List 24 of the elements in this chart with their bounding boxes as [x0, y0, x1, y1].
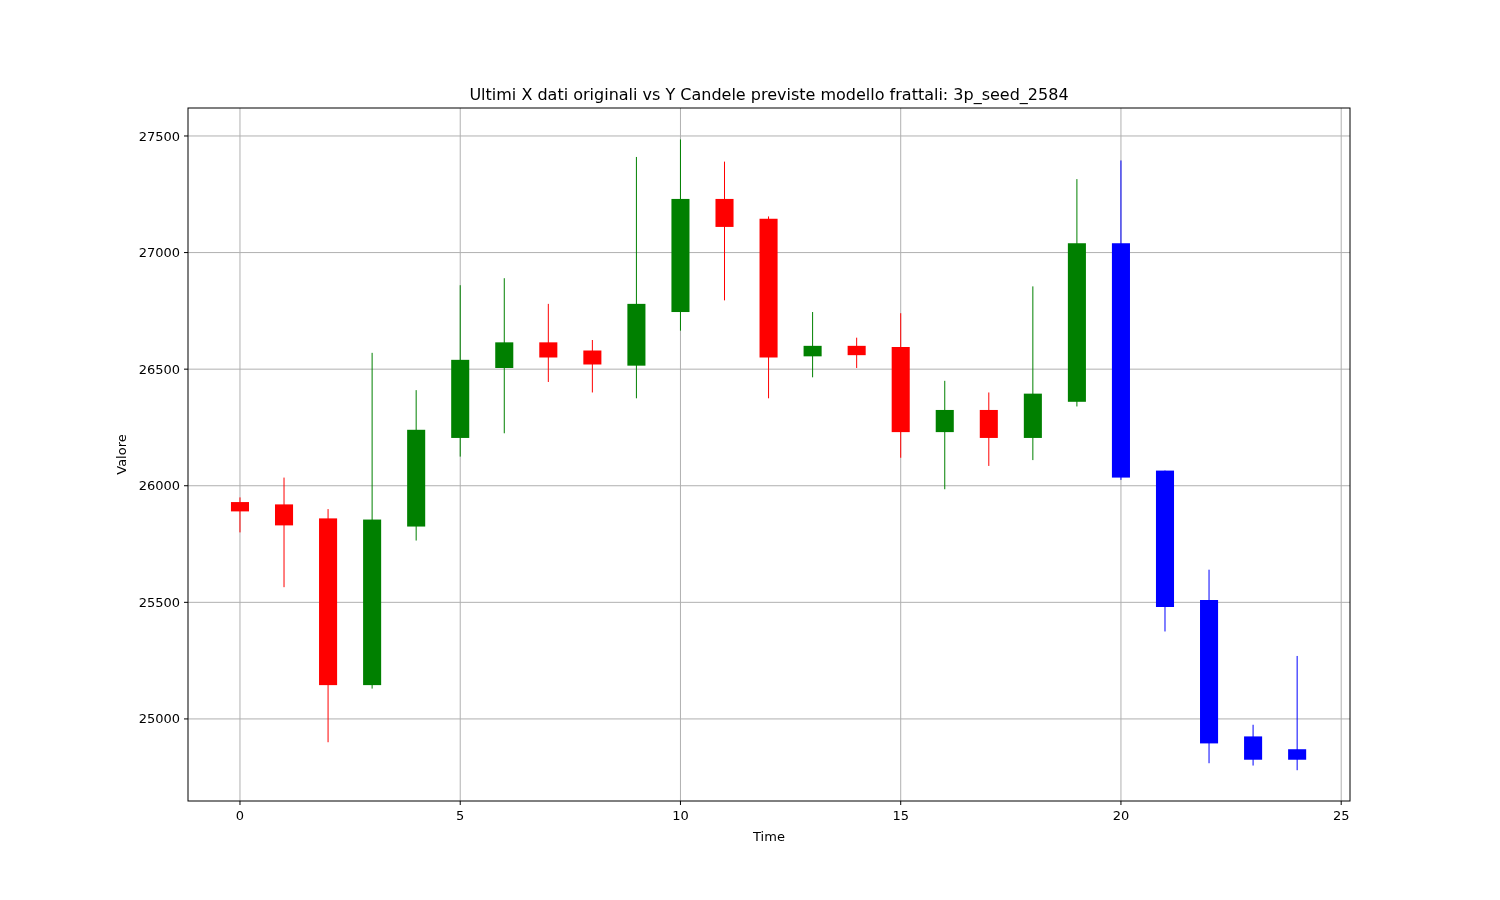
candlestick — [935, 380, 954, 490]
chart-title: Ultimi X dati originali vs Y Candele previste modello frattali: 3p_seed_2584 — [469, 85, 1069, 105]
candlestick — [803, 311, 822, 378]
x-tick-label: 5 — [456, 808, 465, 823]
y-tick-label: 25500 — [138, 594, 180, 610]
y-axis-title: Valore — [114, 434, 129, 475]
candlestick — [539, 303, 558, 383]
x-tick-label: 25 — [1332, 808, 1350, 823]
candlestick — [1244, 724, 1263, 767]
candlestick — [583, 339, 602, 393]
candlestick — [230, 496, 250, 533]
x-axis-title: Time — [752, 829, 785, 844]
x-tick-label: 10 — [672, 808, 689, 823]
y-tick-label: 26500 — [138, 361, 180, 377]
y-tick-label: 26000 — [138, 478, 180, 494]
candlestick — [275, 477, 294, 588]
x-tick-label: 15 — [892, 808, 909, 823]
x-tick-label: 0 — [235, 808, 245, 823]
y-tick-label: 27000 — [138, 245, 180, 261]
candlestick — [847, 337, 866, 369]
candlestick — [1288, 655, 1307, 771]
y-tick-label: 25000 — [138, 711, 180, 727]
x-tick-label: 20 — [1112, 808, 1130, 823]
y-tick-label: 27500 — [138, 128, 180, 144]
